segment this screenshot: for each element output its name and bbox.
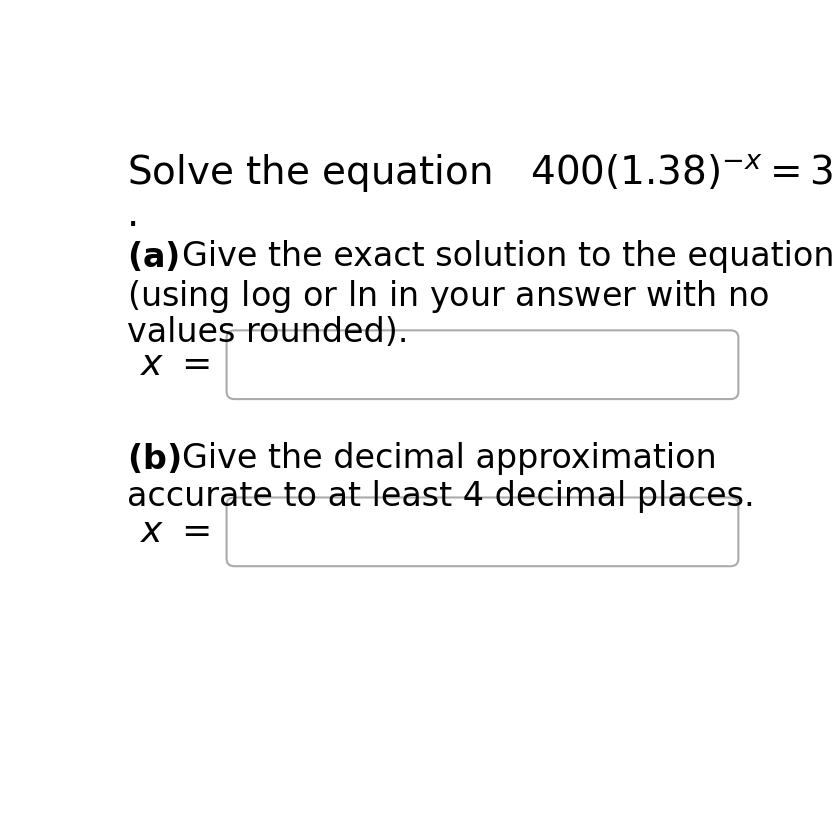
Text: $x\ =$: $x\ =$ (140, 515, 210, 550)
Text: $\bf{(b)}$: $\bf{(b)}$ (127, 442, 181, 476)
Text: $\bf{(a)}$: $\bf{(a)}$ (127, 240, 179, 274)
Text: accurate to at least 4 decimal places.: accurate to at least 4 decimal places. (127, 480, 754, 513)
Text: (using $\mathrm{log}$ or $\mathrm{ln}$ in your answer with no: (using $\mathrm{log}$ or $\mathrm{ln}$ i… (127, 278, 768, 315)
FancyBboxPatch shape (227, 497, 737, 566)
Text: values rounded).: values rounded). (127, 316, 408, 349)
Text: Give the decimal approximation: Give the decimal approximation (182, 442, 716, 475)
Text: Give the exact solution to the equation: Give the exact solution to the equation (182, 240, 834, 274)
Text: $x\ =$: $x\ =$ (140, 348, 210, 382)
Text: .: . (127, 196, 140, 234)
Text: Solve the equation   $400(1.38)^{-x} = 300$: Solve the equation $400(1.38)^{-x} = 300… (127, 152, 836, 194)
FancyBboxPatch shape (227, 330, 737, 399)
